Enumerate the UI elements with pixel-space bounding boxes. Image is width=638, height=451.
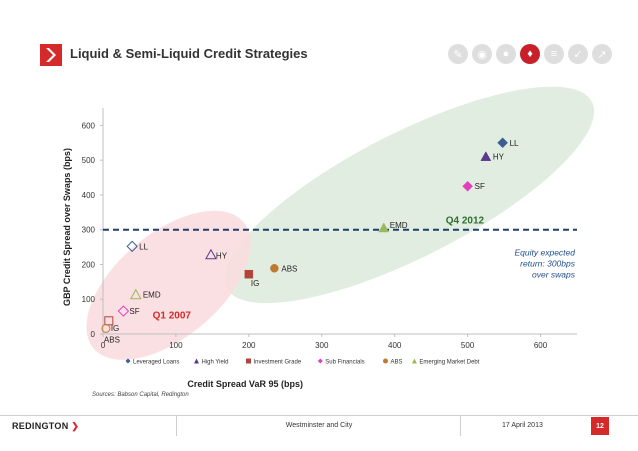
legend-label: Leveraged Loans bbox=[133, 360, 179, 366]
chevron-logo-icon bbox=[40, 44, 62, 66]
legend-label: ABS bbox=[391, 360, 403, 366]
target-icon[interactable]: ◉ bbox=[472, 44, 492, 64]
footer-divider bbox=[0, 415, 638, 416]
pencil-icon[interactable]: ✎ bbox=[448, 44, 468, 64]
page-number: 12 bbox=[591, 417, 609, 435]
data-label: IG bbox=[111, 324, 119, 333]
x-tick-label: 0 bbox=[101, 341, 106, 350]
threshold-annotation: Equity expected bbox=[515, 248, 576, 258]
q4-label: Q4 2012 bbox=[446, 215, 485, 226]
footer-title: Westminster and City bbox=[285, 422, 353, 429]
data-point-abs bbox=[101, 323, 111, 333]
legend-label: Investment Grade bbox=[254, 360, 302, 366]
data-point-subfin bbox=[117, 305, 130, 317]
y-tick-label: 300 bbox=[82, 226, 96, 235]
y-tick-label: 600 bbox=[82, 121, 96, 130]
data-label: EMD bbox=[143, 291, 161, 300]
data-label: HY bbox=[493, 153, 505, 162]
data-point-hy bbox=[205, 248, 217, 260]
drops-icon[interactable]: ♦ bbox=[520, 44, 540, 64]
threshold-annotation: over swaps bbox=[532, 270, 576, 280]
data-label: LL bbox=[139, 242, 148, 251]
data-label: ABS bbox=[104, 335, 120, 344]
data-label: EMD bbox=[390, 221, 408, 230]
legend-marker bbox=[411, 358, 417, 364]
chart-icon[interactable]: ↗ bbox=[592, 44, 612, 64]
footer-separator bbox=[460, 416, 461, 436]
data-point-abs bbox=[270, 264, 279, 273]
x-tick-label: 400 bbox=[388, 341, 402, 350]
data-label: HY bbox=[216, 252, 228, 261]
data-point-ig bbox=[104, 316, 114, 326]
source-note: Sources: Babson Capital, Redington bbox=[92, 392, 189, 398]
check-icon[interactable]: ✓ bbox=[568, 44, 588, 64]
x-tick-label: 100 bbox=[169, 341, 183, 350]
legend-marker bbox=[383, 358, 388, 364]
page-title: Liquid & Semi-Liquid Credit Strategies bbox=[70, 46, 308, 61]
data-label: IG bbox=[251, 279, 259, 288]
data-label: ABS bbox=[281, 264, 297, 273]
data-label: SF bbox=[129, 307, 139, 316]
y-tick-label: 400 bbox=[82, 191, 96, 200]
y-tick-label: 500 bbox=[82, 156, 96, 165]
coins-icon[interactable]: ● bbox=[496, 44, 516, 64]
y-axis-label: GBP Credit Spread over Swaps (bps) bbox=[62, 148, 72, 306]
y-tick-label: 200 bbox=[82, 260, 96, 269]
bars-icon[interactable]: ≡ bbox=[544, 44, 564, 64]
x-axis-label: Credit Spread VaR 95 (bps) bbox=[187, 379, 303, 389]
x-tick-label: 300 bbox=[315, 341, 329, 350]
footer-separator bbox=[176, 416, 177, 436]
data-point-loans bbox=[126, 240, 138, 253]
data-point-loans bbox=[497, 137, 508, 149]
x-tick-label: 200 bbox=[242, 341, 256, 350]
y-tick-label: 0 bbox=[91, 330, 96, 339]
x-tick-label: 600 bbox=[534, 341, 548, 350]
slide-header: Liquid & Semi-Liquid Credit Strategies ✎… bbox=[0, 0, 638, 110]
q4-cluster-ellipse bbox=[224, 86, 595, 304]
footer-date: 17 April 2013 bbox=[502, 422, 543, 429]
data-point-ig bbox=[244, 269, 254, 279]
threshold-annotation: return: 300bps bbox=[520, 259, 576, 269]
data-label: SF bbox=[475, 182, 485, 191]
legend-marker bbox=[194, 358, 199, 364]
data-point-subfin bbox=[462, 180, 473, 192]
legend-label: Emerging Market Debt bbox=[419, 360, 479, 366]
q1-cluster-ellipse bbox=[86, 210, 251, 360]
data-point-emd bbox=[378, 222, 390, 233]
x-tick-label: 500 bbox=[461, 341, 475, 350]
data-point-hy bbox=[480, 151, 492, 161]
y-tick-label: 100 bbox=[82, 295, 96, 304]
data-point-emd bbox=[129, 288, 142, 300]
legend-marker bbox=[317, 358, 323, 364]
brand-logo: REDINGTON ❯ bbox=[12, 421, 80, 431]
q1-label: Q1 2007 bbox=[153, 311, 192, 322]
legend-label: High Yield bbox=[202, 360, 229, 366]
section-nav: ✎ ◉ ● ♦ ≡ ✓ ↗ bbox=[448, 44, 612, 64]
legend-marker bbox=[125, 358, 131, 364]
legend-label: Sub Financials bbox=[325, 360, 364, 366]
legend-marker bbox=[246, 358, 251, 364]
data-label: LL bbox=[510, 139, 519, 148]
